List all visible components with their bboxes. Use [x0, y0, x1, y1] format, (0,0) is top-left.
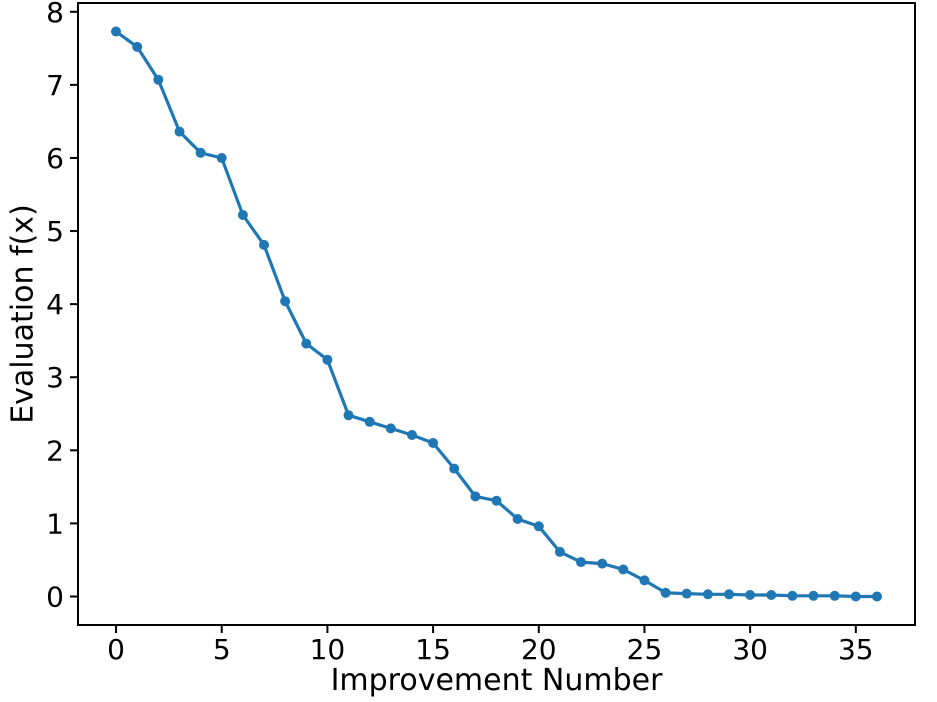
plot-border — [77, 2, 916, 626]
data-point-marker — [576, 557, 586, 568]
data-point-marker — [195, 147, 206, 158]
x-tick-label: 5 — [213, 633, 231, 666]
x-tick-label: 30 — [732, 633, 768, 666]
data-point-marker — [491, 495, 502, 506]
y-axis: 0 1 2 3 4 5 6 7 8 — [46, 0, 78, 613]
data-point-marker — [385, 423, 396, 434]
x-tick-label: 0 — [107, 633, 125, 666]
y-tick-label: 3 — [46, 361, 64, 394]
data-point-marker — [533, 521, 544, 532]
x-axis: 0 5 10 15 20 25 30 35 — [107, 625, 874, 666]
x-tick-label: 25 — [627, 633, 663, 666]
y-tick-label: 6 — [46, 142, 64, 175]
data-point-marker — [702, 589, 713, 600]
data-point-marker — [322, 354, 333, 365]
data-point-marker — [470, 491, 481, 502]
series-line — [114, 29, 879, 599]
data-point-marker — [280, 296, 291, 307]
data-point-marker — [745, 590, 756, 600]
y-axis-label: Evaluation f(x) — [5, 204, 41, 424]
y-tick-label: 8 — [46, 0, 64, 29]
data-point-marker — [216, 153, 227, 163]
data-point-marker — [554, 546, 565, 557]
data-point-marker — [872, 591, 882, 602]
data-point-marker — [681, 588, 692, 599]
data-point-marker — [829, 590, 840, 601]
data-point-marker — [132, 41, 143, 52]
data-point-marker — [237, 210, 248, 220]
y-tick-label: 7 — [46, 69, 64, 102]
data-point-marker — [343, 410, 354, 421]
data-point-marker — [618, 564, 629, 575]
data-point-marker — [512, 514, 523, 524]
data-point-marker — [153, 74, 164, 85]
data-point-marker — [407, 430, 417, 440]
data-point-marker — [364, 416, 375, 427]
data-point-marker — [787, 590, 798, 601]
data-point-marker — [428, 438, 439, 448]
y-tick-label: 2 — [46, 434, 64, 467]
x-tick-label: 15 — [415, 633, 451, 666]
y-tick-label: 1 — [46, 507, 64, 540]
y-tick-label: 5 — [46, 215, 64, 248]
data-point-marker — [259, 239, 269, 250]
data-point-marker — [639, 575, 650, 586]
data-point-marker — [449, 463, 460, 474]
data-point-marker — [597, 558, 608, 569]
data-point-marker — [808, 590, 819, 601]
y-tick-label: 0 — [46, 580, 64, 613]
data-point-marker — [660, 587, 671, 598]
data-point-marker — [111, 26, 121, 37]
data-point-marker — [724, 589, 734, 600]
series-markers — [111, 26, 882, 602]
data-point-marker — [301, 338, 312, 349]
y-tick-label: 4 — [46, 288, 64, 321]
data-point-marker — [174, 126, 185, 137]
x-tick-label: 35 — [838, 633, 874, 666]
x-tick-label: 20 — [521, 633, 557, 666]
data-point-marker — [766, 590, 777, 600]
x-tick-label: 10 — [310, 633, 346, 666]
x-axis-label: Improvement Number — [330, 663, 663, 698]
data-point-marker — [850, 591, 861, 602]
